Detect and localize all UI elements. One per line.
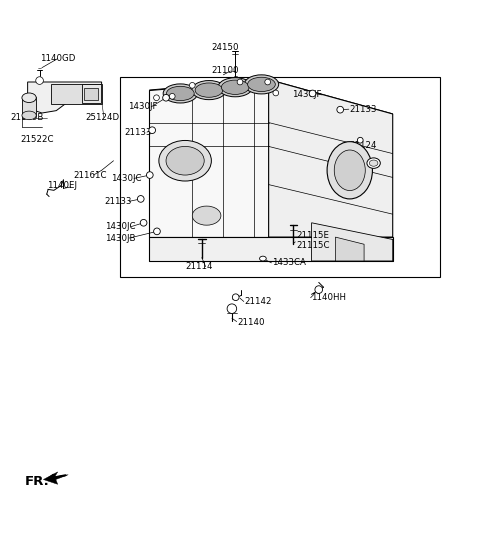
Ellipse shape xyxy=(192,206,221,225)
Bar xyxy=(82,84,101,102)
Text: 1430JC: 1430JC xyxy=(106,222,136,231)
Text: 21133: 21133 xyxy=(350,105,377,114)
Text: FR.: FR. xyxy=(24,475,49,488)
Polygon shape xyxy=(336,237,364,261)
Circle shape xyxy=(146,171,153,179)
Circle shape xyxy=(265,79,271,85)
Ellipse shape xyxy=(195,83,223,97)
Ellipse shape xyxy=(244,75,279,94)
Text: 21140: 21140 xyxy=(238,319,265,327)
Bar xyxy=(22,97,36,115)
Ellipse shape xyxy=(221,80,249,95)
Circle shape xyxy=(149,127,156,134)
Polygon shape xyxy=(28,82,102,113)
Text: 1430JF: 1430JF xyxy=(128,102,157,111)
Circle shape xyxy=(154,228,160,235)
Circle shape xyxy=(190,82,195,88)
Text: 21100: 21100 xyxy=(211,65,239,75)
Text: 25124D: 25124D xyxy=(85,113,119,122)
Text: 21119B: 21119B xyxy=(10,113,43,122)
Polygon shape xyxy=(269,80,393,237)
Bar xyxy=(84,88,98,100)
Polygon shape xyxy=(149,80,393,125)
Text: 1573GE: 1573GE xyxy=(336,163,370,173)
Ellipse shape xyxy=(22,111,36,120)
Ellipse shape xyxy=(369,160,378,166)
Text: 1140GD: 1140GD xyxy=(39,54,75,63)
Circle shape xyxy=(337,107,344,113)
Circle shape xyxy=(163,95,169,101)
Polygon shape xyxy=(43,472,68,484)
Ellipse shape xyxy=(334,150,365,190)
Circle shape xyxy=(36,77,43,84)
Ellipse shape xyxy=(163,84,198,103)
Text: 1140HH: 1140HH xyxy=(311,293,346,302)
Circle shape xyxy=(137,196,144,202)
Ellipse shape xyxy=(327,142,372,199)
Ellipse shape xyxy=(260,256,266,261)
Text: 21142: 21142 xyxy=(245,297,272,306)
Circle shape xyxy=(315,286,323,293)
Circle shape xyxy=(237,79,243,85)
Text: 24150: 24150 xyxy=(211,43,239,51)
Ellipse shape xyxy=(159,141,211,181)
Text: 1430JF: 1430JF xyxy=(292,90,322,100)
Text: 21115C: 21115C xyxy=(296,241,330,250)
Ellipse shape xyxy=(367,158,380,168)
Polygon shape xyxy=(312,223,393,261)
Ellipse shape xyxy=(167,87,194,101)
Ellipse shape xyxy=(22,93,36,102)
Circle shape xyxy=(273,90,279,96)
Ellipse shape xyxy=(166,147,204,175)
Circle shape xyxy=(232,294,239,301)
Text: 1430JB: 1430JB xyxy=(106,234,136,242)
Bar xyxy=(51,84,102,104)
Circle shape xyxy=(227,304,237,313)
Text: 1433CA: 1433CA xyxy=(273,259,306,267)
Ellipse shape xyxy=(248,77,276,91)
Circle shape xyxy=(154,95,159,101)
Text: 21522C: 21522C xyxy=(21,135,54,144)
Circle shape xyxy=(140,220,147,226)
Ellipse shape xyxy=(192,81,226,100)
Text: 1430JC: 1430JC xyxy=(111,174,142,183)
Text: 21133: 21133 xyxy=(124,128,152,137)
Text: 21124: 21124 xyxy=(350,141,377,150)
Ellipse shape xyxy=(218,78,252,97)
Text: 21161C: 21161C xyxy=(73,170,107,180)
Text: 1140EJ: 1140EJ xyxy=(47,181,77,190)
Circle shape xyxy=(169,94,175,99)
Polygon shape xyxy=(149,80,269,237)
Circle shape xyxy=(309,90,316,97)
Text: 21114: 21114 xyxy=(185,262,213,271)
Text: 21115E: 21115E xyxy=(296,231,329,240)
Polygon shape xyxy=(149,237,393,261)
Bar xyxy=(120,77,441,276)
Text: 21133: 21133 xyxy=(104,197,132,206)
Circle shape xyxy=(358,137,363,143)
